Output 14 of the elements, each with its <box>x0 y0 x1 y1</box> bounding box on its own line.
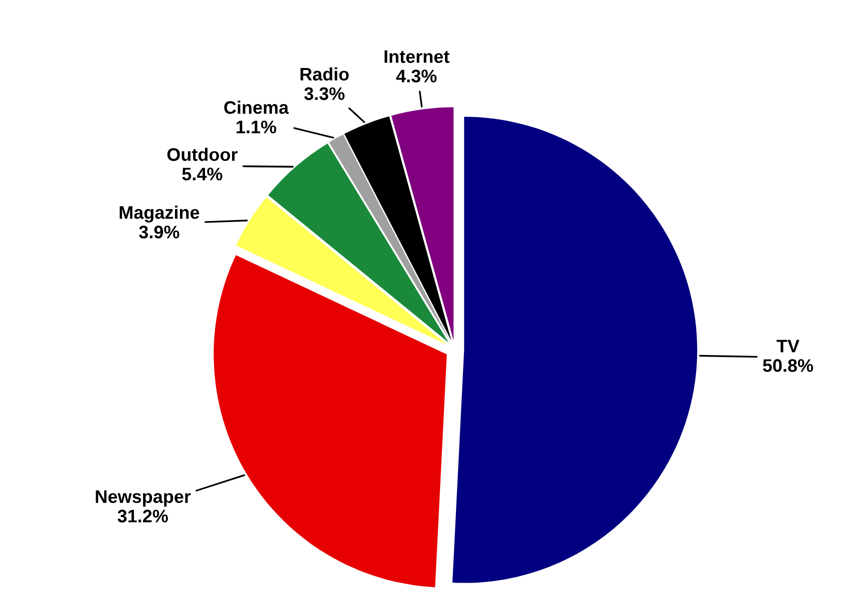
slice-label: Outdoor <box>167 148 238 161</box>
data-label: 4.3% <box>396 70 437 82</box>
data-label: 3.9% <box>139 226 180 238</box>
data-label: 1.1% <box>236 120 276 134</box>
data-label: 3.3% <box>304 87 345 100</box>
data-label: 31.2% <box>118 510 168 522</box>
slice-label: Magazine <box>120 206 200 223</box>
slice-label: Newspaper <box>96 490 191 507</box>
slice-label: Internet <box>384 50 450 63</box>
slice-label: Cinema <box>224 100 289 114</box>
data-label: 50.8% <box>762 359 814 372</box>
slice-label: Radio <box>300 67 349 81</box>
slice-label: TV <box>776 340 800 352</box>
data-label: 5.4% <box>182 168 222 180</box>
